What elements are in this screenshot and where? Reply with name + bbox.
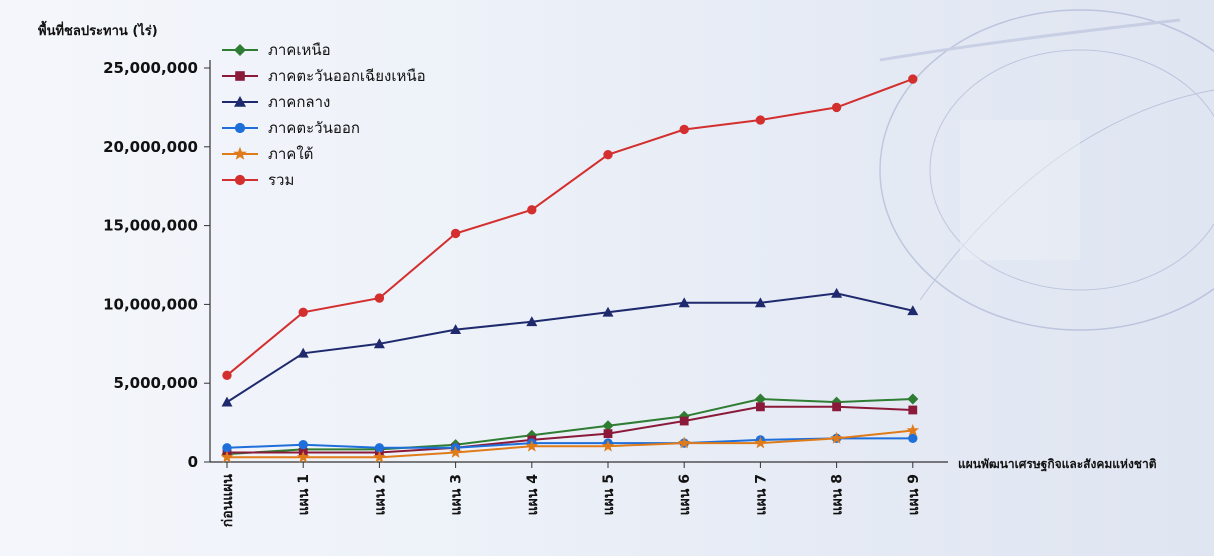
series-point	[449, 445, 462, 458]
series-point	[374, 443, 385, 453]
series-point	[831, 102, 842, 113]
series-line	[226, 397, 913, 456]
x-tick-label: แผน 8	[830, 474, 846, 515]
series-point	[222, 443, 232, 453]
series-point	[603, 150, 613, 160]
series-point	[601, 439, 615, 452]
x-tick-label: แผน 1	[296, 474, 312, 515]
series-point	[679, 416, 689, 426]
series-point	[297, 347, 309, 358]
legend-label: ภาคใต้	[268, 145, 313, 163]
legend-item: ภาคตะวันออกเฉียงเหนือ	[222, 67, 426, 85]
series-point	[298, 439, 308, 450]
legend-item: ภาคตะวันออก	[222, 119, 360, 137]
series-point	[603, 429, 613, 439]
series-point	[296, 450, 310, 463]
series-point	[755, 115, 766, 125]
series-1	[221, 393, 919, 460]
series-point	[602, 306, 614, 317]
series-point	[756, 402, 765, 412]
series-line	[227, 405, 913, 454]
series-point	[754, 436, 767, 449]
x-tick-label: แผน 6	[677, 474, 693, 515]
series-layer	[220, 74, 920, 463]
series-point	[678, 297, 690, 308]
background-decoration	[879, 9, 1214, 331]
series-point	[908, 405, 918, 415]
series-point	[907, 305, 919, 316]
y-axis-title: พื้นที่ชลประทาน (ไร่)	[38, 20, 158, 39]
x-axis: ก่อนแผน แผน 1 แผน 2 แผน 3 แผน 4 แผน 5 แผน 6 แผน…	[210, 461, 948, 528]
series-point	[754, 297, 766, 308]
x-tick-label: แผน 9	[906, 474, 922, 515]
series-point	[908, 74, 918, 84]
series-point	[832, 402, 841, 412]
x-tick-label: แผน 7	[753, 474, 769, 515]
y-tick-label: 15,000,000	[103, 217, 198, 235]
x-tick-label: แผน 5	[601, 474, 617, 515]
x-tick-label: แผน 4	[525, 474, 541, 516]
legend-label: ภาคเหนือ	[268, 41, 331, 59]
legend-marker	[234, 96, 246, 107]
series-point	[830, 431, 843, 444]
series-point	[526, 316, 538, 327]
y-tick-label: 0	[188, 453, 198, 471]
series-point	[373, 338, 385, 349]
series-point	[525, 439, 539, 452]
series-point	[222, 370, 232, 380]
y-tick-label: 5,000,000	[114, 374, 198, 392]
legend-item: รวม	[222, 171, 294, 189]
legend-marker	[234, 122, 246, 134]
legend-marker	[234, 44, 246, 56]
series-point	[907, 393, 919, 405]
series-point	[374, 293, 385, 303]
series-point	[373, 450, 386, 463]
series-point	[679, 124, 689, 135]
legend-label: รวม	[268, 171, 294, 189]
series-line	[226, 437, 913, 449]
legend-marker	[233, 146, 247, 160]
x-axis-title: แผนพัฒนาเศรษฐกิจและสังคมแห่งชาติ	[958, 457, 1157, 472]
series-5	[220, 423, 920, 463]
series-6	[222, 74, 918, 380]
legend-label: ภาคกลาง	[268, 93, 330, 111]
series-line	[226, 78, 914, 377]
y-axis: 0 5,000,000 10,000,000 15,000,000 20,000,000…	[103, 59, 211, 471]
legend-marker	[234, 174, 246, 186]
legend-item: ภาคใต้	[222, 145, 313, 163]
legend-label: ภาคตะวันออกเฉียงเหนือ	[268, 67, 426, 85]
y-tick-label: 10,000,000	[103, 295, 198, 313]
series-point	[298, 307, 308, 317]
series-3	[221, 287, 919, 407]
x-tick-label: แผน 2	[372, 474, 388, 515]
legend: ภาคเหนือภาคตะวันออกเฉียงเหนือภาคกลางภาคต…	[222, 41, 426, 189]
series-point	[527, 205, 537, 215]
series-point	[221, 396, 233, 407]
series-point	[831, 287, 843, 298]
x-tick-label: ก่อนแผน	[220, 474, 236, 528]
series-point	[908, 433, 918, 444]
series-point	[220, 450, 234, 463]
series-point	[602, 420, 614, 432]
series-point	[450, 228, 461, 239]
series-point	[906, 423, 920, 436]
series-point	[677, 436, 691, 449]
x-tick-label: แผน 3	[449, 474, 465, 515]
series-line	[226, 292, 914, 403]
series-point	[450, 324, 462, 335]
series-point	[754, 393, 766, 405]
legend-item: ภาคเหนือ	[222, 41, 331, 59]
legend-label: ภาคตะวันออก	[268, 119, 360, 137]
y-tick-label: 20,000,000	[103, 138, 198, 156]
legend-item: ภาคกลาง	[222, 93, 330, 111]
legend-marker	[235, 71, 245, 81]
series-line	[227, 429, 913, 459]
y-tick-label: 25,000,000	[103, 59, 198, 77]
